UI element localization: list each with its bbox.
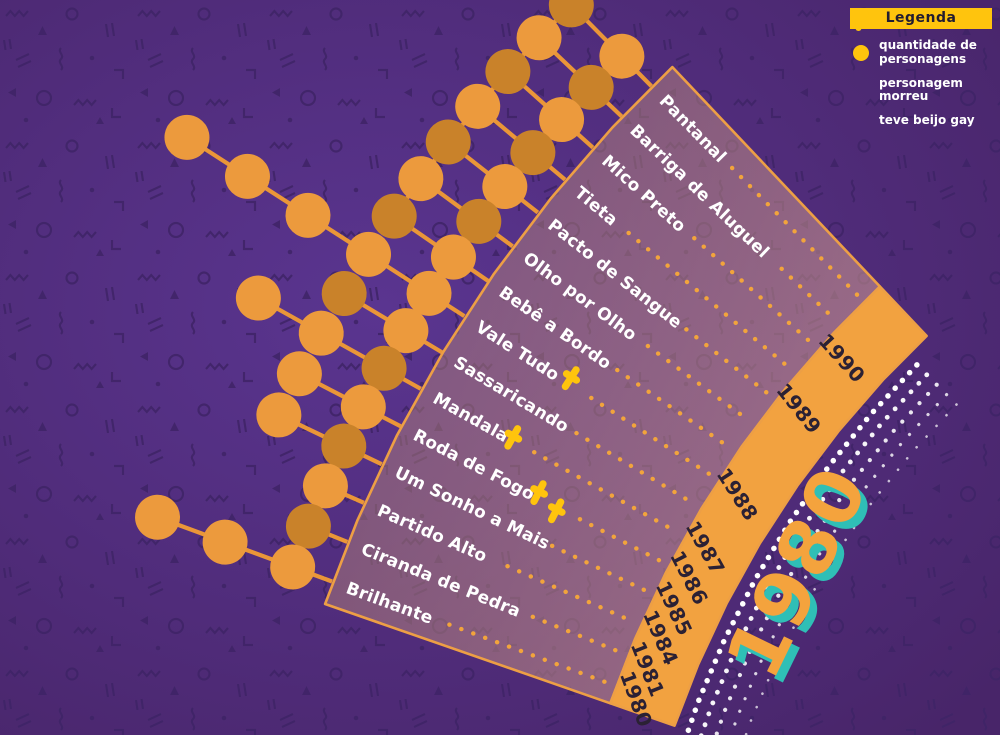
beads-bebe xyxy=(371,193,490,283)
beads-partido xyxy=(302,463,365,509)
beads-ciranda xyxy=(285,503,349,549)
legend-item-death: personagem morreu xyxy=(850,8,992,105)
beads-mandala xyxy=(235,275,422,391)
beads-pacto xyxy=(425,119,540,215)
legend: Legenda quantidade de personagens person… xyxy=(850,8,992,128)
beads-mico xyxy=(485,49,595,150)
circle-icon xyxy=(850,44,872,61)
beads-tieta xyxy=(455,83,567,182)
legend-item-gay-kiss: teve beijo gay xyxy=(850,8,992,128)
beads-sassaricando xyxy=(321,271,443,355)
beads-pantanal xyxy=(548,0,653,88)
bead-chains xyxy=(135,0,653,590)
halftone-dots xyxy=(683,362,958,735)
beads-brilhante xyxy=(135,494,333,590)
legend-item-label: teve beijo gay xyxy=(879,113,975,128)
death-cross-icon xyxy=(547,498,566,524)
legend-item-characters: quantidade de personagens xyxy=(850,38,992,67)
beads-um-sonho xyxy=(256,392,383,469)
death-cross-icon xyxy=(530,480,548,506)
legend-item-label: personagem morreu xyxy=(879,75,963,104)
beads-olho xyxy=(398,156,514,248)
death-cross-icon xyxy=(561,366,581,391)
legend-title: Legenda xyxy=(850,8,992,29)
death-cross-icon xyxy=(504,425,523,450)
beads-vale-tudo xyxy=(164,114,466,318)
year-band xyxy=(608,285,928,728)
legend-item-label: quantidade de personagens xyxy=(879,38,977,66)
beads-barriga xyxy=(516,15,624,118)
beads-roda xyxy=(276,351,402,430)
